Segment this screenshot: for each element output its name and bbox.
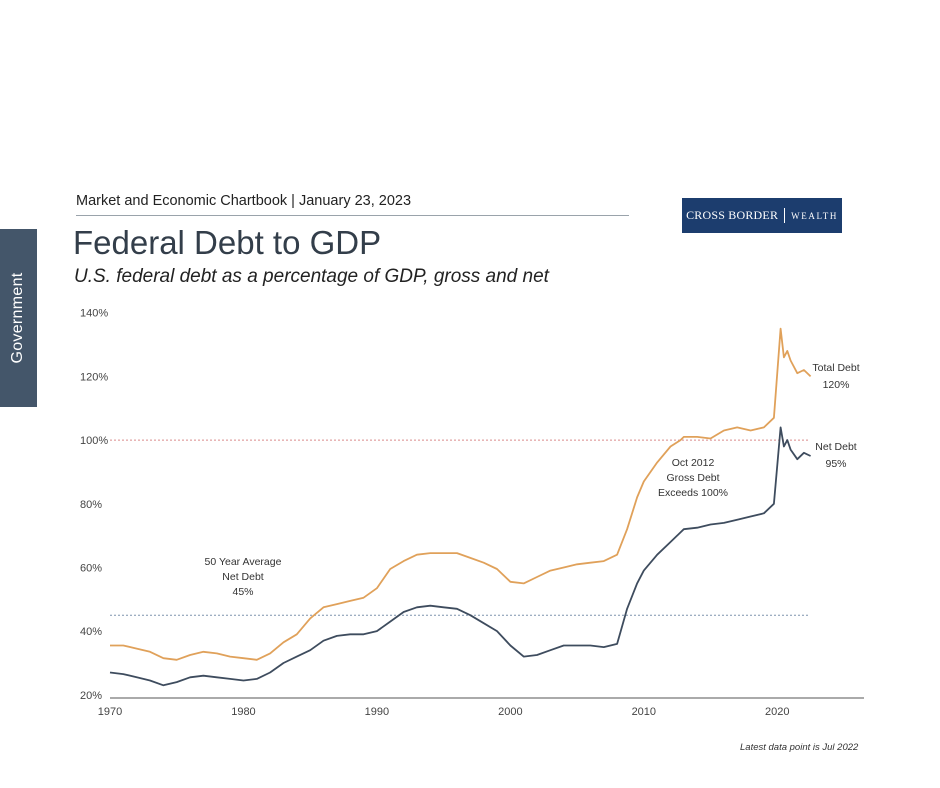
chartbook-header: Market and Economic Chartbook | January …	[76, 193, 412, 209]
annotation-50yr-average-line: 50 Year Average	[205, 556, 282, 568]
annotation-50yr-average-line: Net Debt	[222, 571, 264, 583]
footnote: Latest data point is Jul 2022	[740, 742, 859, 753]
logo-text-left: CROSS BORDER	[686, 208, 779, 222]
y-tick-label: 120%	[80, 371, 108, 383]
total-debt-label-name: Total Debt	[812, 362, 859, 374]
total-debt-line	[110, 327, 812, 661]
logo-text-right: WEALTH	[791, 210, 838, 221]
logo-separator	[784, 208, 786, 223]
chart-subtitle: U.S. federal debt as a percentage of GDP…	[74, 266, 549, 287]
total-debt-label-value: 120%	[823, 379, 850, 391]
x-tick-label: 1970	[98, 706, 122, 718]
y-tick-label: 60%	[80, 562, 102, 574]
x-tick-label: 2000	[498, 706, 522, 718]
brand-logo: CROSS BORDER WEALTH	[682, 198, 842, 233]
x-tick-label: 1980	[231, 706, 255, 718]
chart-title: Federal Debt to GDP	[73, 224, 382, 261]
annotation-oct-2012-line: Exceeds 100%	[658, 487, 728, 499]
y-tick-label: 80%	[80, 499, 102, 511]
header-divider	[76, 215, 629, 216]
annotation-oct-2012-line: Gross Debt	[666, 472, 719, 484]
x-tick-label: 2010	[632, 706, 656, 718]
x-tick-label: 2020	[765, 706, 789, 718]
x-tick-label: 1990	[365, 706, 389, 718]
y-tick-label: 140%	[80, 308, 108, 320]
section-tab[interactable]: Government	[0, 229, 37, 407]
y-tick-label: 20%	[80, 690, 102, 702]
y-tick-label: 100%	[80, 435, 108, 447]
y-tick-label: 40%	[80, 626, 102, 638]
net-debt-label-name: Net Debt	[815, 441, 857, 453]
annotation-50yr-average-line: 45%	[232, 586, 253, 598]
net-debt-label-value: 95%	[825, 458, 846, 470]
annotation-oct-2012-line: Oct 2012	[672, 457, 715, 469]
net-debt-line	[109, 426, 811, 687]
